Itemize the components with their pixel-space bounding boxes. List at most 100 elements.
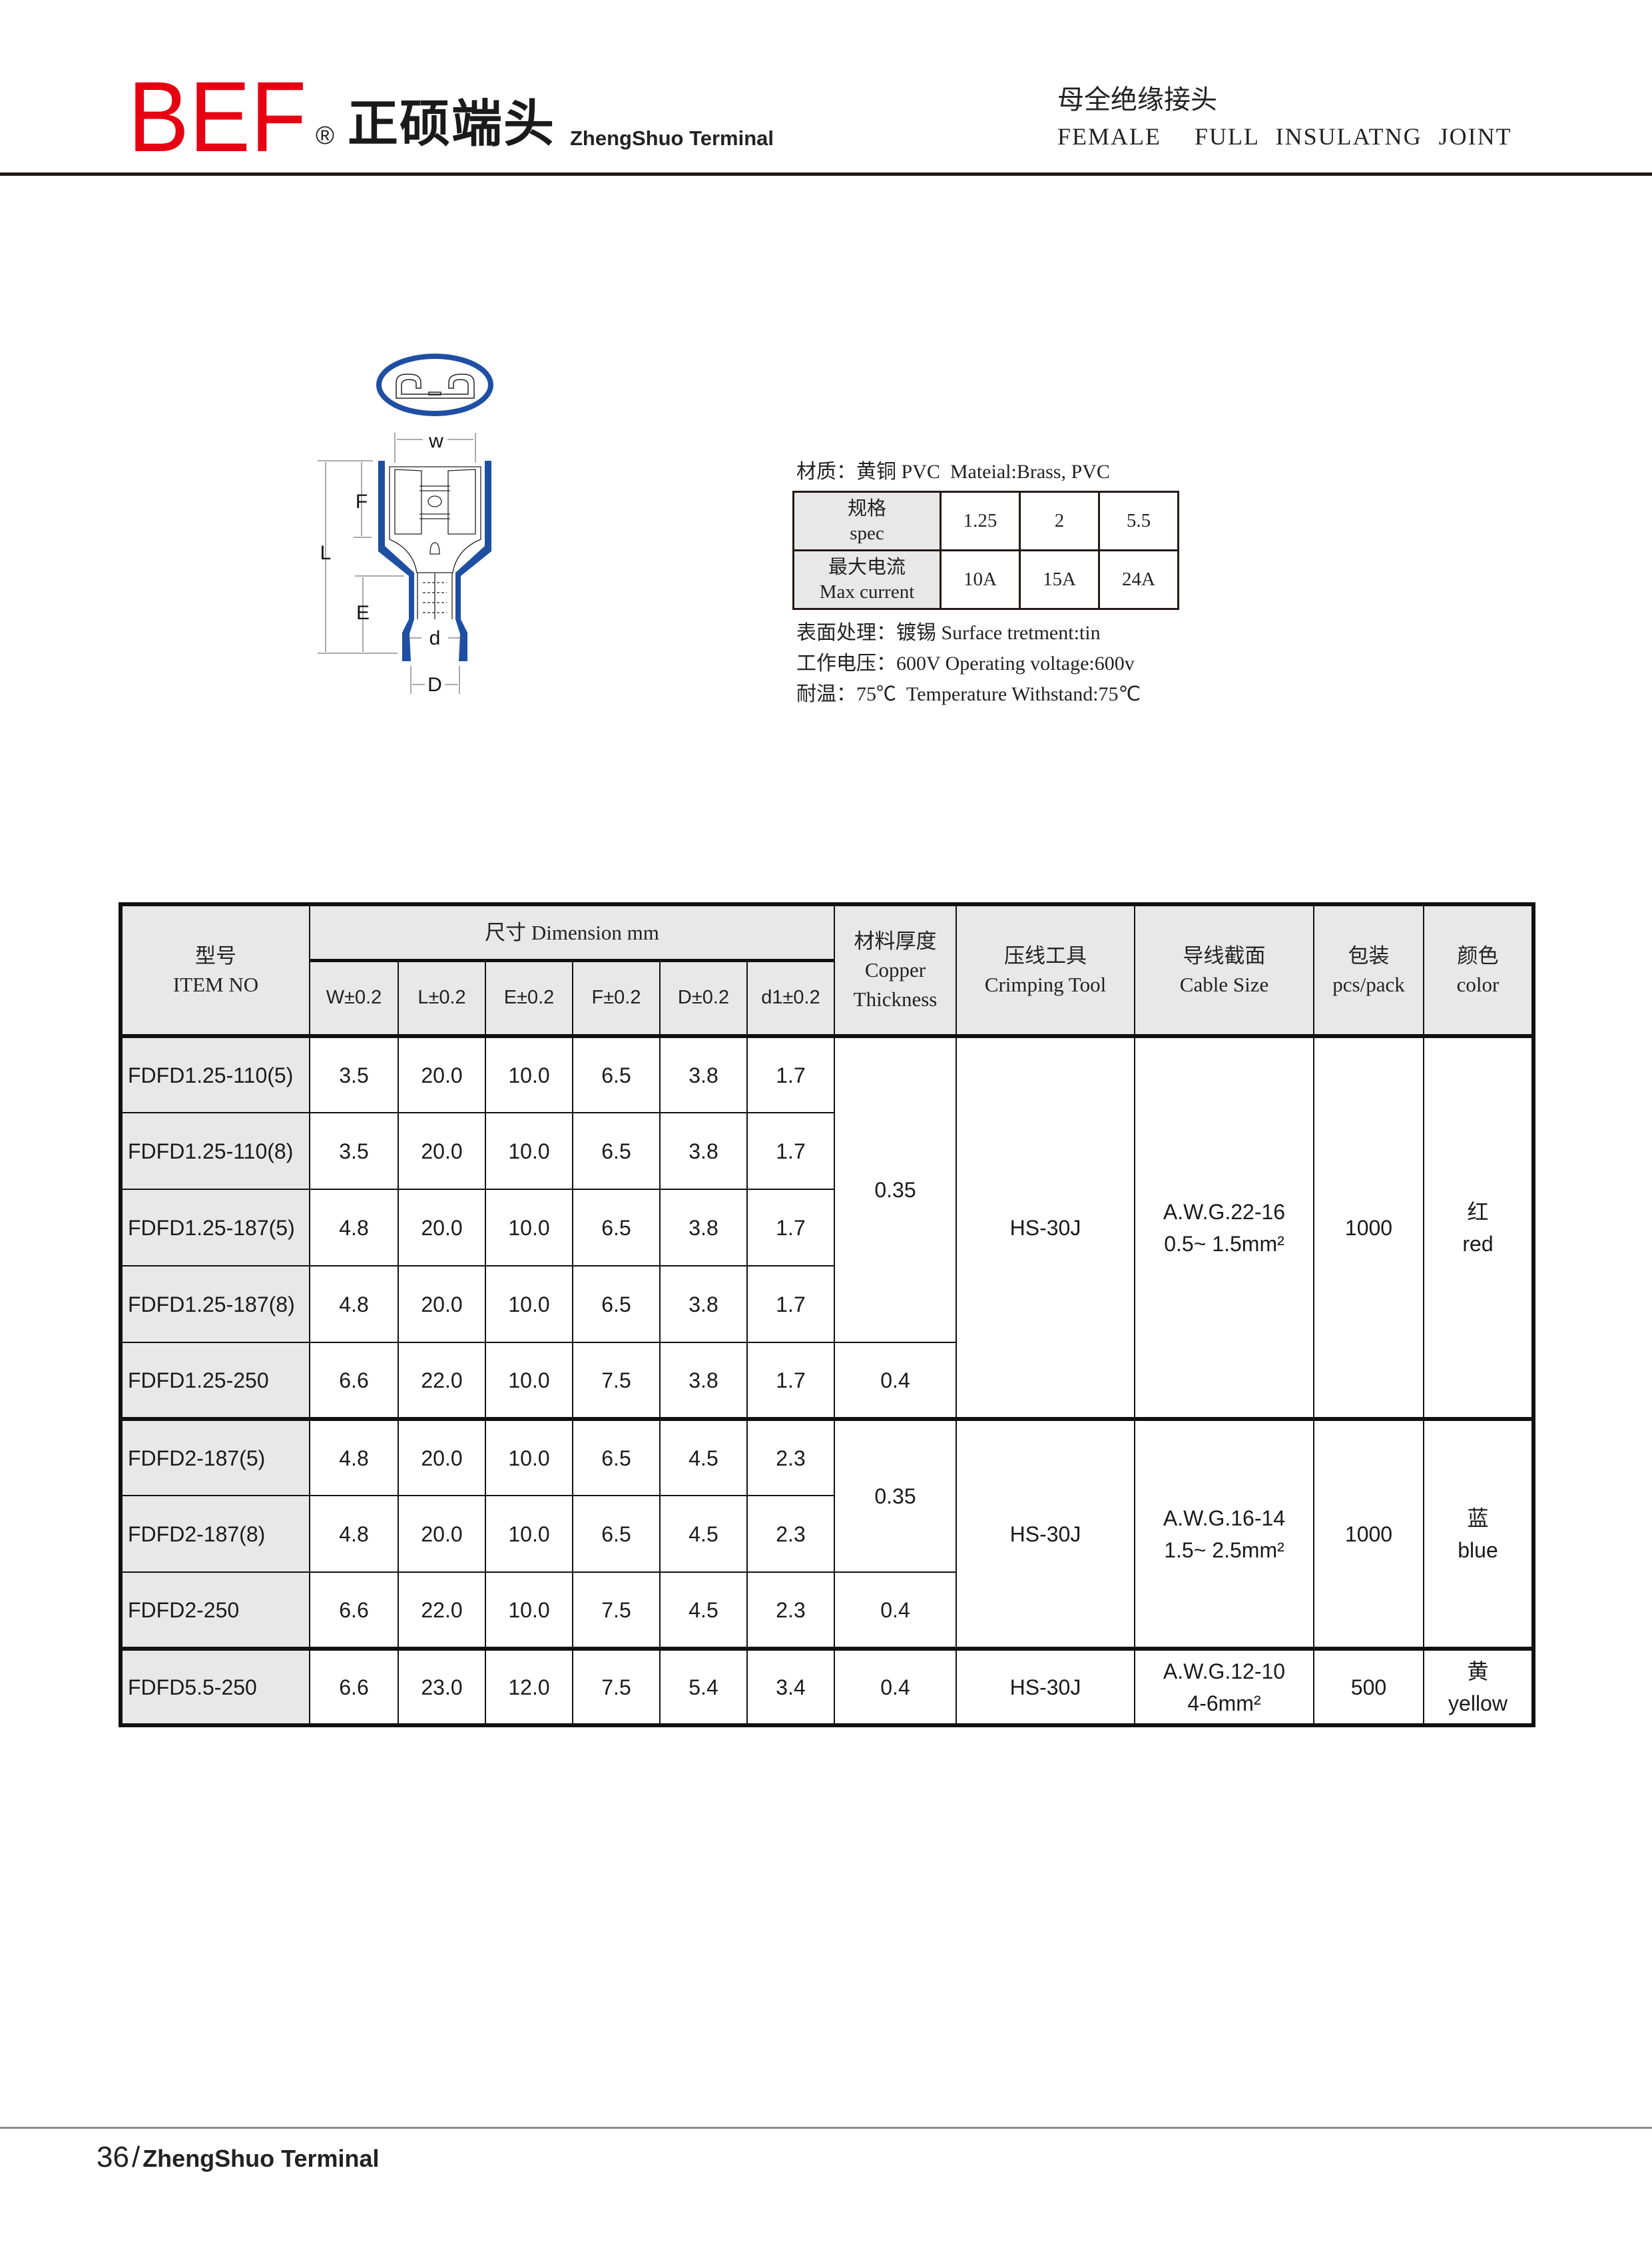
cable-size: A.W.G.12-10 4-6mm² bbox=[1134, 1647, 1314, 1726]
header-cable-en: Cable Size bbox=[1179, 973, 1269, 996]
dimension-value: 7.5 bbox=[572, 1571, 661, 1649]
temperature-line: 耐温：75℃ Temperature Withstand:75℃ bbox=[796, 683, 1141, 705]
dimension-value: 4.5 bbox=[659, 1571, 748, 1649]
dimension-value: 6.5 bbox=[572, 1417, 661, 1496]
table-row: FDFD2-187(5) 4.8 20.0 10.0 6.5 4.5 2.3 0.35 HS-3… bbox=[120, 1417, 1534, 1649]
footer-company: ZhengShuo Terminal bbox=[142, 2145, 380, 2172]
dimension-value: 10.0 bbox=[485, 1571, 573, 1649]
end-view-contact bbox=[396, 374, 475, 399]
cable-mm: 4-6mm² bbox=[1187, 1691, 1261, 1715]
header-tool-en: Crimping Tool bbox=[984, 973, 1107, 996]
color-en: red bbox=[1462, 1231, 1494, 1256]
dimension-lines bbox=[318, 433, 476, 694]
header-tool: 压线工具 Crimping Tool bbox=[956, 904, 1135, 1037]
product-title-cn: 母全绝缘接头 bbox=[1057, 85, 1217, 115]
dimension-value: 4.8 bbox=[309, 1495, 399, 1573]
table-row: FDFD2-187(8) 4.8 20.0 10.0 6.5 4.5 2.3 bbox=[120, 1495, 1533, 1573]
dimension-value: 3.8 bbox=[659, 1342, 748, 1420]
product-title-en: FEMALE FULL INSULATNG JOINT bbox=[1057, 123, 1512, 150]
dim-label-e: E bbox=[356, 602, 370, 624]
dimension-value: 10.0 bbox=[485, 1112, 573, 1190]
dimension-value: 20.0 bbox=[398, 1495, 486, 1573]
product-table: 型号 ITEM NO 尺寸 Dimension mm 材料厚度 Copper Thic… bbox=[119, 902, 1535, 1727]
dimension-value: 20.0 bbox=[398, 1034, 486, 1113]
table-row: FDFD2-250 6.6 22.0 10.0 7.5 4.5 2.3 0.4 bbox=[120, 1571, 1533, 1649]
header-dim-d1: d1±0.2 bbox=[746, 960, 835, 1037]
header-thickness-en2: Thickness bbox=[853, 987, 938, 1011]
dimension-value: 2.3 bbox=[746, 1417, 835, 1496]
crimping-tool: HS-30J bbox=[956, 1417, 1135, 1649]
dimension-value: 20.0 bbox=[398, 1417, 486, 1496]
item-number: FDFD2-187(8) bbox=[120, 1495, 310, 1573]
dimension-value: 3.8 bbox=[659, 1265, 748, 1343]
header-dim-l: L±0.2 bbox=[398, 960, 486, 1037]
dimension-value: 1.7 bbox=[746, 1342, 835, 1420]
dimension-value: 3.5 bbox=[309, 1112, 399, 1190]
table-row: FDFD1.25-250 6.6 22.0 10.0 7.5 3.8 1.7 0.4 bbox=[120, 1342, 1533, 1420]
dimension-value: 3.8 bbox=[659, 1034, 748, 1113]
dim-label-d: d bbox=[429, 627, 441, 649]
header-color-en: color bbox=[1456, 973, 1500, 996]
dimension-value: 6.5 bbox=[572, 1189, 661, 1266]
current-value: 15A bbox=[1019, 549, 1100, 610]
current-label: 最大电流 Max current bbox=[792, 549, 942, 610]
dimension-value: 10.0 bbox=[485, 1342, 573, 1420]
spec-value: 2 bbox=[1019, 491, 1100, 551]
header-item-cn: 型号 bbox=[195, 944, 236, 968]
dimension-value: 5.4 bbox=[659, 1647, 748, 1726]
item-number: FDFD1.25-187(8) bbox=[120, 1265, 310, 1343]
spec-table: 规格 spec 1.25 2 5.5 最大电流 Max current 10A 15… bbox=[792, 491, 1179, 610]
pack-quantity: 1000 bbox=[1313, 1417, 1424, 1649]
dimension-value: 3.8 bbox=[659, 1112, 748, 1190]
header-thickness-cn: 材料厚度 bbox=[854, 929, 937, 953]
header-cable-cn: 导线截面 bbox=[1183, 944, 1266, 968]
header-dim-w: W±0.2 bbox=[309, 960, 399, 1037]
item-number: FDFD2-250 bbox=[120, 1571, 310, 1649]
header-dimension: 尺寸 Dimension mm bbox=[309, 904, 835, 962]
dimension-value: 4.8 bbox=[309, 1417, 399, 1496]
current-value: 10A bbox=[940, 549, 1021, 610]
dimension-value: 6.5 bbox=[572, 1034, 661, 1113]
cable-mm: 0.5~ 1.5mm² bbox=[1164, 1231, 1284, 1256]
spec-value: 1.25 bbox=[940, 491, 1021, 551]
surface-line: 表面处理：镀锡 Surface tretment:tin bbox=[796, 622, 1101, 644]
header-item-en: ITEM NO bbox=[172, 973, 259, 996]
registered-mark: ® bbox=[316, 122, 334, 150]
insulation-left bbox=[378, 461, 414, 661]
header-pack-cn: 包装 bbox=[1348, 944, 1390, 968]
dim-label-f: F bbox=[356, 491, 368, 513]
header-tool-cn: 压线工具 bbox=[1004, 944, 1087, 968]
item-number: FDFD1.25-187(5) bbox=[120, 1189, 310, 1266]
cable-awg: A.W.G.22-16 bbox=[1163, 1199, 1286, 1224]
color-cn: 红 bbox=[1467, 1199, 1489, 1224]
dimension-value: 6.5 bbox=[572, 1112, 661, 1190]
dimension-value: 4.8 bbox=[309, 1189, 399, 1266]
insulation-color: 黄 yellow bbox=[1423, 1647, 1534, 1726]
table-row: FDFD1.25-187(8) 4.8 20.0 10.0 6.5 3.8 1.7 bbox=[120, 1265, 1533, 1343]
cable-mm: 1.5~ 2.5mm² bbox=[1164, 1538, 1284, 1562]
current-value: 24A bbox=[1098, 549, 1179, 610]
footer-divider bbox=[0, 2127, 1652, 2129]
thickness-value: 0.4 bbox=[834, 1647, 957, 1726]
color-en: blue bbox=[1458, 1538, 1498, 1562]
dim-label-l: L bbox=[320, 542, 332, 564]
spec-label-cn: 规格 bbox=[847, 498, 886, 520]
dimension-value: 4.8 bbox=[309, 1265, 399, 1343]
insulation-color: 红 red bbox=[1423, 1034, 1534, 1420]
dimension-value: 10.0 bbox=[485, 1495, 573, 1573]
dimension-value: 6.5 bbox=[572, 1495, 661, 1573]
thickness-value: 0.4 bbox=[834, 1342, 957, 1420]
dimension-value: 2.3 bbox=[746, 1495, 835, 1573]
header-dim-f: F±0.2 bbox=[572, 960, 661, 1037]
current-label-en: Max current bbox=[819, 581, 915, 603]
dimension-value: 6.5 bbox=[572, 1265, 661, 1343]
dimension-value: 10.0 bbox=[485, 1034, 573, 1113]
insulation-color: 蓝 blue bbox=[1423, 1417, 1534, 1649]
current-label-cn: 最大电流 bbox=[828, 557, 906, 579]
cable-awg: A.W.G.12-10 bbox=[1163, 1659, 1286, 1683]
spec-label-en: spec bbox=[850, 522, 884, 544]
spec-label: 规格 spec bbox=[792, 491, 942, 551]
dimension-value: 3.8 bbox=[659, 1189, 748, 1266]
pack-quantity: 500 bbox=[1313, 1647, 1424, 1726]
dimension-value: 6.6 bbox=[309, 1647, 399, 1726]
